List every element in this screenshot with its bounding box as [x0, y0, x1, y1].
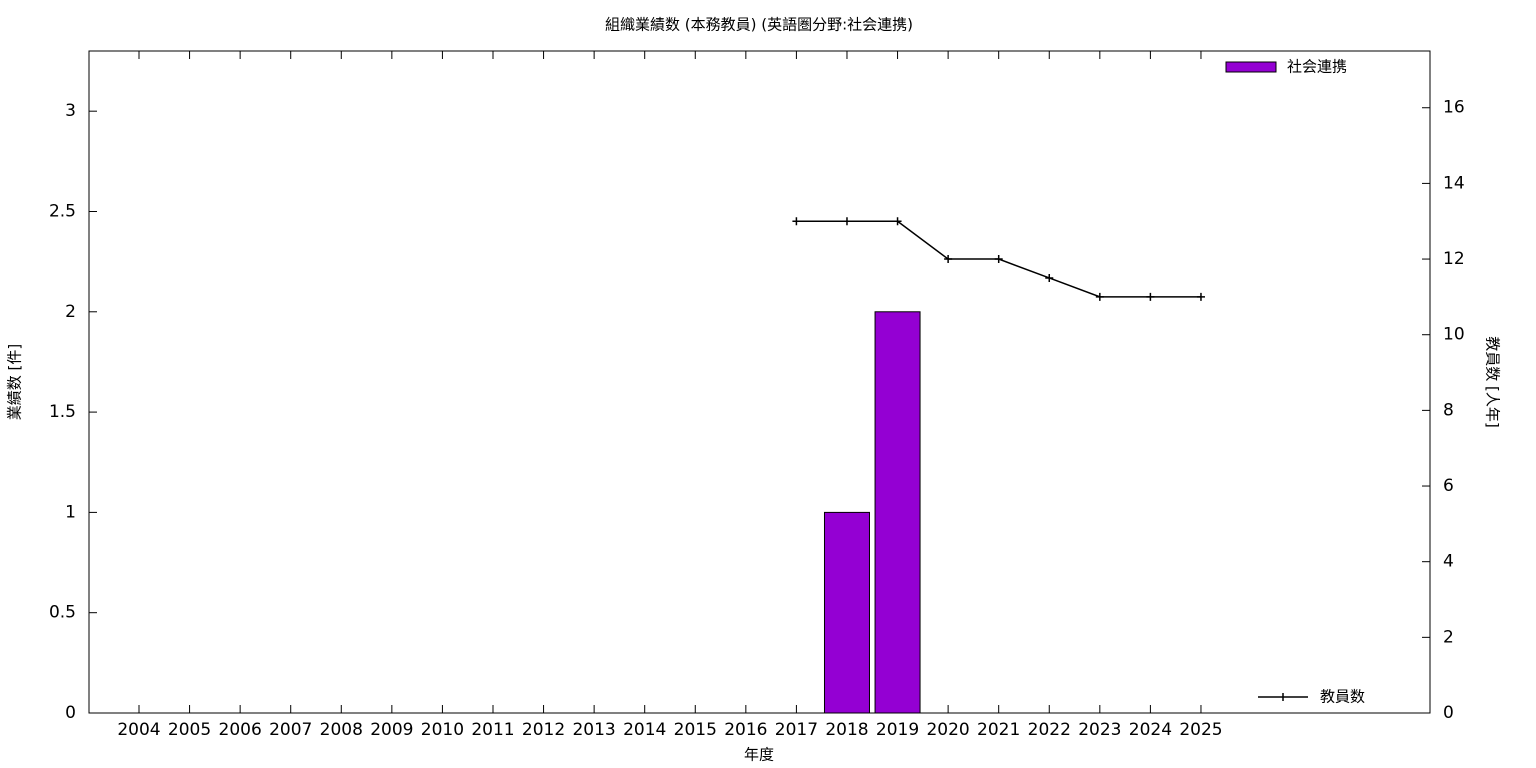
legend-swatch	[1225, 61, 1277, 73]
y2-tick-label: 6	[1443, 476, 1454, 496]
y2-tick-label: 10	[1443, 325, 1465, 345]
bar	[874, 311, 921, 714]
point	[1196, 292, 1205, 301]
x-tick-label: 2009	[370, 720, 413, 740]
legend-label: 社会連携	[1287, 58, 1347, 76]
y-axis-label: 業績数 [件]	[6, 344, 24, 420]
x-tick-label: 2023	[1078, 720, 1121, 740]
y-tick-label: 2	[65, 302, 76, 322]
y-tick-label: 1.5	[49, 402, 76, 422]
x-tick-label: 2022	[1028, 720, 1071, 740]
y2-tick-label: 12	[1443, 249, 1465, 269]
y2-tick-label: 2	[1443, 627, 1454, 647]
x-axis-label: 年度	[744, 746, 774, 764]
y2-axis-label: 教員数 [人年]	[1484, 336, 1502, 427]
y2-tick-label: 0	[1443, 703, 1454, 723]
x-tick-label: 2012	[522, 720, 565, 740]
x-tick-label: 2024	[1129, 720, 1172, 740]
x-tick-label: 2019	[876, 720, 919, 740]
y-tick-label: 3	[65, 101, 76, 121]
bar	[823, 511, 870, 714]
x-tick-label: 2011	[471, 720, 514, 740]
y2-tick-label: 14	[1443, 173, 1465, 193]
x-tick-label: 2025	[1179, 720, 1222, 740]
x-tick-label: 2004	[117, 720, 160, 740]
point	[893, 217, 902, 226]
point	[994, 255, 1003, 264]
x-tick-label: 2018	[825, 720, 868, 740]
y-tick-label: 1	[65, 502, 76, 522]
x-tick-label: 2010	[421, 720, 464, 740]
x-tick-label: 2021	[977, 720, 1020, 740]
y-tick-label: 0	[65, 703, 76, 723]
x-tick-label: 2006	[219, 720, 262, 740]
point	[1095, 292, 1104, 301]
x-tick-label: 2014	[623, 720, 666, 740]
y2-tick-label: 4	[1443, 552, 1454, 572]
x-tick-label: 2017	[775, 720, 818, 740]
y-tick-label: 2.5	[49, 201, 76, 221]
point	[1045, 273, 1054, 282]
y2-tick-label: 8	[1443, 400, 1454, 420]
chart-title: 組織業績数 (本務教員) (英語圏分野:社会連携)	[605, 16, 913, 34]
x-tick-label: 2013	[572, 720, 615, 740]
point	[792, 217, 801, 226]
x-tick-label: 2007	[269, 720, 312, 740]
x-tick-label: 2020	[926, 720, 969, 740]
x-tick-label: 2016	[724, 720, 767, 740]
x-tick-label: 2008	[320, 720, 363, 740]
x-tick-label: 2015	[674, 720, 717, 740]
point	[1146, 292, 1155, 301]
plot-frame	[88, 50, 1431, 714]
point	[944, 255, 953, 264]
y2-tick-label: 16	[1443, 98, 1465, 118]
legend-swatch	[1258, 693, 1308, 701]
x-tick-label: 2005	[168, 720, 211, 740]
legend-label: 教員数	[1320, 688, 1365, 706]
y-tick-label: 0.5	[49, 603, 76, 623]
point	[842, 217, 851, 226]
